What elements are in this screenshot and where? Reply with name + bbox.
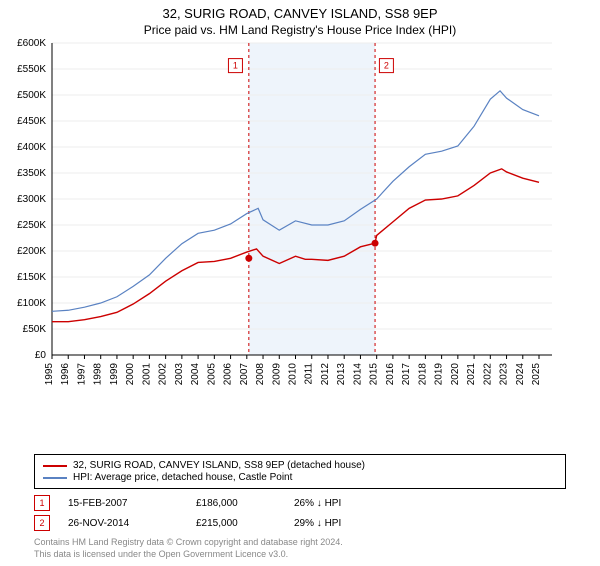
credit-text: Contains HM Land Registry data © Crown c… [34, 537, 566, 560]
sale-delta: 26% ↓ HPI [294, 498, 341, 509]
legend-item: HPI: Average price, detached house, Cast… [43, 472, 557, 483]
sale-price: £215,000 [196, 518, 276, 529]
x-tick-label: 2012 [320, 363, 331, 386]
x-tick-label: 2000 [125, 363, 136, 386]
sale-dot [245, 255, 252, 262]
sales-row: 1 15-FEB-2007 £186,000 26% ↓ HPI [34, 495, 566, 511]
sale-date: 26-NOV-2014 [68, 518, 178, 529]
x-tick-label: 2016 [385, 363, 396, 386]
sale-price: £186,000 [196, 498, 276, 509]
y-tick-label: £500K [17, 90, 46, 101]
legend-swatch [43, 477, 67, 479]
x-tick-label: 2003 [174, 363, 185, 386]
chart-subtitle: Price paid vs. HM Land Registry's House … [0, 23, 600, 37]
y-tick-label: £200K [17, 246, 46, 257]
x-tick-label: 2007 [239, 363, 250, 386]
x-tick-label: 1996 [60, 363, 71, 386]
x-tick-label: 2010 [288, 363, 299, 386]
sale-date: 15-FEB-2007 [68, 498, 178, 509]
x-tick-label: 2008 [255, 363, 266, 386]
sale-marker-number: 1 [233, 60, 238, 70]
x-tick-label: 2024 [515, 363, 526, 386]
sale-marker-number: 2 [384, 60, 389, 70]
chart-title: 32, SURIG ROAD, CANVEY ISLAND, SS8 9EP [0, 6, 600, 21]
x-tick-label: 2004 [190, 363, 201, 386]
sale-dot [372, 240, 379, 247]
legend-swatch [43, 465, 67, 467]
credit-line-2: This data is licensed under the Open Gov… [34, 549, 566, 561]
y-tick-label: £0 [35, 350, 47, 361]
y-tick-label: £400K [17, 142, 46, 153]
x-tick-label: 2015 [369, 363, 380, 386]
y-tick-label: £150K [17, 272, 46, 283]
sales-row: 2 26-NOV-2014 £215,000 29% ↓ HPI [34, 515, 566, 531]
legend: 32, SURIG ROAD, CANVEY ISLAND, SS8 9EP (… [34, 454, 566, 489]
x-tick-label: 2013 [336, 363, 347, 386]
credit-line-1: Contains HM Land Registry data © Crown c… [34, 537, 566, 549]
x-tick-label: 1998 [93, 363, 104, 386]
y-tick-label: £50K [23, 324, 47, 335]
y-tick-label: £550K [17, 64, 46, 75]
x-tick-label: 1999 [109, 363, 120, 386]
sales-table: 1 15-FEB-2007 £186,000 26% ↓ HPI 2 26-NOV-201… [34, 495, 566, 531]
x-tick-label: 2009 [271, 363, 282, 386]
x-tick-label: 2025 [531, 363, 542, 386]
y-tick-label: £600K [17, 38, 46, 49]
legend-item: 32, SURIG ROAD, CANVEY ISLAND, SS8 9EP (… [43, 460, 557, 471]
x-tick-label: 1997 [76, 363, 87, 386]
sale-delta: 29% ↓ HPI [294, 518, 341, 529]
x-tick-label: 2019 [434, 363, 445, 386]
x-tick-label: 2018 [417, 363, 428, 386]
x-tick-label: 2022 [482, 363, 493, 386]
x-tick-label: 2014 [352, 363, 363, 386]
y-tick-label: £250K [17, 220, 46, 231]
legend-label: 32, SURIG ROAD, CANVEY ISLAND, SS8 9EP (… [73, 460, 365, 471]
price-vs-hpi-chart: £0 £50K £100K £150K £200K £250K £300K £350K £400… [0, 37, 560, 397]
x-tick-label: 1995 [44, 363, 55, 386]
y-tick-label: £450K [17, 116, 46, 127]
legend-label: HPI: Average price, detached house, Cast… [73, 472, 292, 483]
y-tick-label: £100K [17, 298, 46, 309]
x-tick-label: 2020 [450, 363, 461, 386]
sale-badge: 1 [34, 495, 50, 511]
x-tick-label: 2001 [141, 363, 152, 386]
x-tick-label: 2006 [223, 363, 234, 386]
x-tick-label: 2017 [401, 363, 412, 386]
x-tick-label: 2011 [304, 363, 315, 385]
y-tick-label: £350K [17, 168, 46, 179]
x-tick-label: 2005 [206, 363, 217, 386]
x-tick-label: 2021 [466, 363, 477, 386]
y-tick-label: £300K [17, 194, 46, 205]
x-tick-label: 2002 [158, 363, 169, 386]
x-tick-label: 2023 [499, 363, 510, 386]
sale-badge: 2 [34, 515, 50, 531]
